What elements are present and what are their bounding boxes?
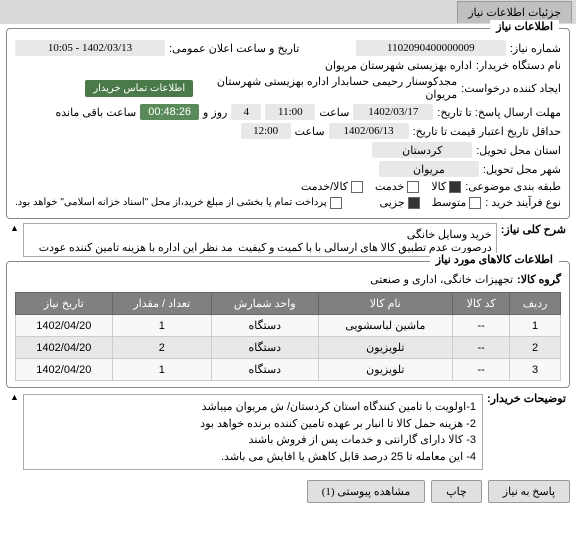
- days-label: روز و: [203, 106, 227, 119]
- table-cell: دستگاه: [211, 337, 318, 359]
- buyer-org-label: نام دستگاه خریدار:: [476, 59, 561, 72]
- city-field: [379, 161, 479, 177]
- buyer-notes-box: 1-اولویت با تامین کنندگاه استان کردستان/…: [23, 394, 483, 470]
- process-checkbox-group: متوسط جزیی: [380, 196, 482, 209]
- checkbox-goods[interactable]: کالا: [431, 180, 461, 193]
- table-header-cell: نام کالا: [318, 293, 452, 315]
- checkbox-payment[interactable]: پرداخت تمام یا بخشی از مبلغ خرید،از محل …: [15, 197, 342, 209]
- check-icon: [408, 197, 420, 209]
- section-need-info-title: اطلاعات نیاز: [490, 20, 559, 33]
- note-line: 4- این معامله تا 25 درصد قابل کاهش یا اف…: [30, 449, 476, 466]
- time-label-2: ساعت: [295, 125, 325, 138]
- table-cell: 1402/04/20: [16, 359, 113, 381]
- button-bar: پاسخ به نیاز چاپ مشاهده پیوستی (1): [0, 474, 576, 509]
- table-header-cell: ردیف: [510, 293, 561, 315]
- reply-button[interactable]: پاسخ به نیاز: [488, 480, 570, 503]
- section-goods: اطلاعات کالاهای مورد نیاز گروه کالا: تجه…: [6, 261, 570, 388]
- deadline-date-field: [353, 104, 433, 120]
- table-header-cell: تاریخ نیاز: [16, 293, 113, 315]
- check-icon: [449, 181, 461, 193]
- checkbox-mid[interactable]: متوسط: [432, 196, 482, 209]
- checkbox-goods-service[interactable]: کالا/خدمت: [301, 180, 363, 193]
- table-cell: 2: [112, 337, 211, 359]
- city-label: شهر محل تحویل:: [483, 163, 561, 176]
- cat-goods-service-label: کالا/خدمت: [301, 180, 348, 193]
- table-cell: 1: [510, 315, 561, 337]
- proc-small-label: جزیی: [380, 196, 405, 209]
- province-label: استان محل تحویل:: [476, 144, 561, 157]
- table-body: 1--ماشین لباسشوییدستگاه11402/04/202--تلو…: [16, 315, 561, 381]
- desc-label: شرح کلی نیاز:: [501, 223, 566, 236]
- note-line: 3- کالا دارای گارانتی و خدمات پس از فروش…: [30, 432, 476, 449]
- group-value: تجهیزات خانگی، اداری و صنعتی: [370, 273, 513, 286]
- requester-value: مجدکوسنار رحیمی حسابدار اداره بهزیستی شه…: [197, 75, 457, 101]
- table-cell: 1402/04/20: [16, 315, 113, 337]
- cat-goods-label: کالا: [431, 180, 446, 193]
- table-cell: 2: [510, 337, 561, 359]
- need-number-field: [356, 40, 506, 56]
- min-valid-label: حداقل تاریخ اعتبار قیمت تا تاریخ:: [413, 125, 561, 138]
- category-checkbox-group: کالا خدمت کالا/خدمت: [301, 180, 461, 193]
- table-header-cell: کد کالا: [453, 293, 510, 315]
- buyer-notes-label: توضیحات خریدار:: [487, 392, 566, 405]
- need-number-label: شماره نیاز:: [510, 42, 561, 55]
- province-field: [372, 142, 472, 158]
- checkbox-service[interactable]: خدمت: [375, 180, 419, 193]
- min-valid-date-field: [329, 123, 409, 139]
- countdown-timer: 00:48:26: [140, 104, 199, 120]
- section-need-info: اطلاعات نیاز شماره نیاز: تاریخ و ساعت اع…: [6, 28, 570, 219]
- table-cell: دستگاه: [211, 315, 318, 337]
- buyer-org-value: اداره بهزیستی شهرستان مریوان: [272, 59, 472, 72]
- note-line: 2- هزینه حمل کالا تا انبار بر عهده تامین…: [30, 416, 476, 433]
- cat-service-label: خدمت: [375, 180, 404, 193]
- table-cell: 1: [112, 359, 211, 381]
- section-goods-title: اطلاعات کالاهای مورد نیاز: [430, 253, 559, 266]
- group-label: گروه کالا:: [517, 273, 561, 286]
- time-label-1: ساعت: [319, 106, 349, 119]
- note-line: 1-اولویت با تامین کنندگاه استان کردستان/…: [30, 399, 476, 416]
- requester-label: ایجاد کننده درخواست:: [461, 82, 561, 95]
- scroll-up-icon[interactable]: ▲: [10, 223, 19, 233]
- goods-table: ردیفکد کالانام کالاواحد شمارشتعداد / مقد…: [15, 292, 561, 381]
- uncheck-icon: [351, 181, 363, 193]
- announce-field: [15, 40, 165, 56]
- checkbox-small[interactable]: جزیی: [380, 196, 420, 209]
- table-header-cell: تعداد / مقدار: [112, 293, 211, 315]
- table-cell: 3: [510, 359, 561, 381]
- description-textarea[interactable]: [23, 223, 497, 257]
- scroll-up-icon-2[interactable]: ▲: [10, 392, 19, 402]
- category-label: طبقه بندی موضوعی:: [465, 180, 561, 193]
- print-button[interactable]: چاپ: [431, 480, 482, 503]
- deadline-time-field: [265, 104, 315, 120]
- payment-note: پرداخت تمام یا بخشی از مبلغ خرید،از محل …: [15, 197, 327, 208]
- table-cell: 1402/04/20: [16, 337, 113, 359]
- table-header-row: ردیفکد کالانام کالاواحد شمارشتعداد / مقد…: [16, 293, 561, 315]
- table-cell: تلویزیون: [318, 359, 452, 381]
- table-row[interactable]: 3--تلویزیوندستگاه11402/04/20: [16, 359, 561, 381]
- contact-buyer-button[interactable]: اطلاعات تماس خریدار: [85, 80, 193, 97]
- announce-label: تاریخ و ساعت اعلان عمومی:: [169, 42, 299, 55]
- table-cell: ماشین لباسشویی: [318, 315, 452, 337]
- page-root: جزئیات اطلاعات نیاز اطلاعات نیاز شماره ن…: [0, 0, 576, 557]
- table-cell: --: [453, 359, 510, 381]
- uncheck-icon: [407, 181, 419, 193]
- table-row[interactable]: 1--ماشین لباسشوییدستگاه11402/04/20: [16, 315, 561, 337]
- remaining-label: ساعت باقی مانده: [55, 106, 136, 119]
- proc-mid-label: متوسط: [432, 196, 467, 209]
- uncheck-icon: [469, 197, 481, 209]
- table-cell: تلویزیون: [318, 337, 452, 359]
- min-valid-time-field: [241, 123, 291, 139]
- table-cell: --: [453, 315, 510, 337]
- deadline-label: مهلت ارسال پاسخ: تا تاریخ:: [437, 106, 561, 119]
- attachments-button[interactable]: مشاهده پیوستی (1): [307, 480, 426, 503]
- table-row[interactable]: 2--تلویزیوندستگاه21402/04/20: [16, 337, 561, 359]
- table-cell: دستگاه: [211, 359, 318, 381]
- table-cell: --: [453, 337, 510, 359]
- table-header-cell: واحد شمارش: [211, 293, 318, 315]
- table-cell: 1: [112, 315, 211, 337]
- uncheck-icon: [330, 197, 342, 209]
- days-field: [231, 104, 261, 120]
- process-label: نوع فرآیند خرید :: [485, 196, 561, 209]
